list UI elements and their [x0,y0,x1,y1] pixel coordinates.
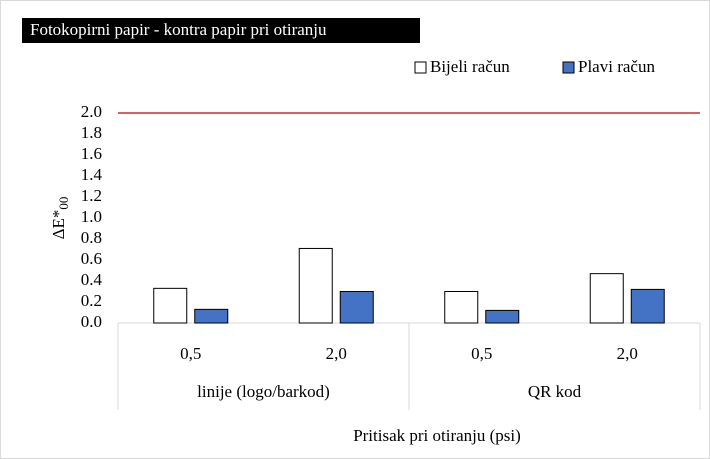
bar [444,291,479,324]
x-axis-label: Pritisak pri otiranju (psi) [353,426,521,445]
y-tick-label: 0.4 [81,270,103,289]
x-tick-label: 0,5 [471,344,492,363]
bar [153,287,188,324]
y-axis-label-subscript: 00 [56,197,71,210]
y-tick-label: 0.0 [81,312,102,331]
legend-label: Plavi račun [578,57,655,76]
y-tick-label: 1.6 [81,144,102,163]
legend-swatch [414,61,427,74]
x-tick-label: 2,0 [326,344,347,363]
chart-title: Fotokopirni papir - kontra papir pri oti… [30,20,327,39]
y-tick-label: 1.0 [81,207,102,226]
y-tick-label: 0.8 [81,228,102,247]
y-tick-label: 0.2 [81,291,102,310]
y-axis-label-main: ΔE* [49,210,68,240]
bar [630,288,665,324]
bar [194,308,229,324]
y-axis-label: ΔE*00 [49,197,71,240]
x-tick-label: 2,0 [617,344,638,363]
x-tick-label: 0,5 [180,344,201,363]
y-tick-label: 1.4 [81,165,103,184]
y-tick-label: 1.8 [81,123,102,142]
title-box [22,18,420,43]
legend-label: Bijeli račun [430,57,510,76]
y-tick-label: 1.2 [81,186,102,205]
bar [339,291,374,324]
legend-swatch [562,61,575,74]
y-tick-label: 2.0 [81,102,102,121]
group-label: QR kod [528,382,582,401]
bar [485,309,520,324]
y-tick-label: 0.6 [81,249,102,268]
group-label: linije (logo/barkod) [197,382,330,401]
y-axis-label-group: ΔE*00 [49,197,71,240]
bar [589,273,624,324]
bar [298,247,333,324]
